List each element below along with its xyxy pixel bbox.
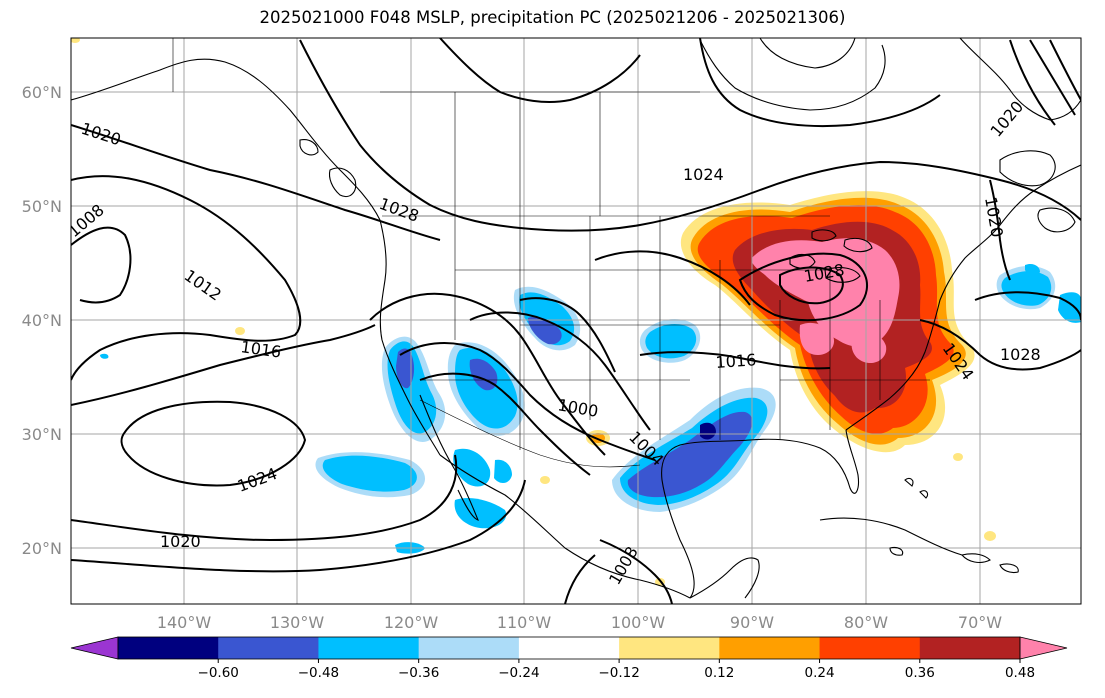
colorbar-tick-label: 0.36 — [905, 665, 935, 681]
lat-tick-label: 40°N — [22, 311, 62, 330]
lon-tick-label: 130°W — [270, 613, 325, 632]
lat-tick-label: 30°N — [22, 425, 62, 444]
lon-tick-label: 120°W — [384, 613, 439, 632]
lon-tick-label: 90°W — [730, 613, 774, 632]
colorbar-swatch — [518, 637, 620, 659]
isobars — [71, 38, 1081, 604]
colorbar-swatch — [719, 637, 821, 659]
colorbar-tick-label: −0.24 — [498, 665, 539, 681]
lat-tick-label: 20°N — [22, 539, 62, 558]
lon-tick-label: 140°W — [157, 613, 212, 632]
colorbar-tick-label: 0.24 — [805, 665, 835, 681]
isobar-label: 1020 — [160, 532, 201, 551]
isobar-label: 1024 — [683, 165, 724, 184]
longitude-labels: 140°W 130°W 120°W 110°W 100°W 90°W 80°W … — [157, 613, 1002, 632]
coastlines — [71, 38, 1081, 599]
latitude-labels: 60°N 50°N 40°N 30°N 20°N — [22, 83, 62, 558]
lon-tick-label: 70°W — [958, 613, 1002, 632]
colorbar-tick-label: −0.48 — [298, 665, 339, 681]
isobar-label: 1016 — [715, 350, 757, 372]
colorbar-tick-label: −0.36 — [398, 665, 439, 681]
isobar-label: 1028 — [1000, 345, 1041, 364]
precip-negative — [100, 263, 1081, 554]
colorbar-swatch — [919, 637, 1021, 659]
colorbar-swatch — [118, 637, 219, 659]
colorbar-extension-low — [70, 636, 119, 660]
lon-tick-label: 100°W — [611, 613, 666, 632]
colorbar-tick-label: −0.60 — [198, 665, 239, 681]
map-frame — [70, 37, 1082, 605]
colorbar-tick-label: −0.12 — [598, 665, 639, 681]
colorbar-swatch — [218, 637, 319, 659]
map-title: 2025021000 F048 MSLP, precipitation PC (… — [259, 8, 846, 27]
colorbar-swatch — [619, 637, 720, 659]
lat-tick-label: 60°N — [22, 83, 62, 102]
colorbar-tick-label: 0.48 — [1005, 665, 1035, 681]
lon-tick-label: 110°W — [497, 613, 552, 632]
colorbar-frame — [117, 636, 1021, 660]
colorbar-swatch — [418, 637, 520, 659]
lat-tick-label: 50°N — [22, 197, 62, 216]
colorbar: −0.60 −0.48 −0.36 −0.24 −0.12 0.12 0.24 0.36 0.4… — [70, 636, 1068, 681]
lon-tick-label: 80°W — [844, 613, 888, 632]
colorbar-swatch — [318, 637, 420, 659]
colorbar-tick-label: 0.12 — [704, 665, 734, 681]
colorbar-extension-high — [1019, 636, 1068, 660]
colorbar-swatch — [819, 637, 921, 659]
